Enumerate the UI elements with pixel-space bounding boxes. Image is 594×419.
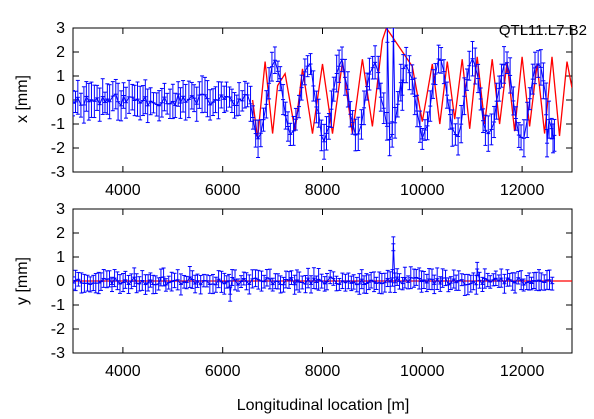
y-tick-label: -2 (51, 140, 65, 157)
top-y-axis-label: x [mm] (14, 75, 31, 123)
y-tick-label: -1 (51, 297, 65, 314)
x-tick-label: 10000 (400, 363, 445, 380)
x-tick-label: 6000 (205, 182, 241, 199)
x-tick-label: 6000 (205, 363, 241, 380)
y-tick-label: -3 (51, 345, 65, 362)
y-tick-label: 0 (56, 273, 65, 290)
x-tick-label: 8000 (305, 182, 341, 199)
measured-orbit-line (73, 243, 553, 295)
y-tick-label: 3 (56, 20, 65, 37)
y-tick-label: -3 (51, 164, 65, 181)
y-tick-label: 1 (56, 249, 65, 266)
y-tick-label: 2 (56, 44, 65, 61)
x-tick-label: 10000 (400, 182, 445, 199)
x-tick-label: 12000 (500, 182, 545, 199)
bottom-x-axis-label: Longitudinal location [m] (237, 397, 410, 414)
x-tick-label: 4000 (105, 363, 141, 380)
x-tick-label: 4000 (105, 182, 141, 199)
chart-title: QTL11.L7.B2 (499, 22, 587, 39)
bottom-y-axis-label: y [mm] (14, 257, 31, 305)
x-tick-label: 12000 (500, 363, 545, 380)
y-tick-label: 2 (56, 225, 65, 242)
top-panel-x-orbit: -3 -2 -1 0 1 2 3 4000 6000 8000 10000 12000 (51, 20, 573, 199)
bottom-panel-y-orbit: -3 -2 -1 0 1 2 3 4000 6000 8000 10000 12000 (51, 201, 573, 380)
y-tick-label: 0 (56, 92, 65, 109)
y-tick-label: -2 (51, 321, 65, 338)
data-layer (73, 236, 572, 302)
y-tick-label: -1 (51, 116, 65, 133)
y-tick-label: 3 (56, 201, 65, 218)
data-layer (73, 28, 572, 160)
x-tick-label: 8000 (305, 363, 341, 380)
y-tick-label: 1 (56, 68, 65, 85)
